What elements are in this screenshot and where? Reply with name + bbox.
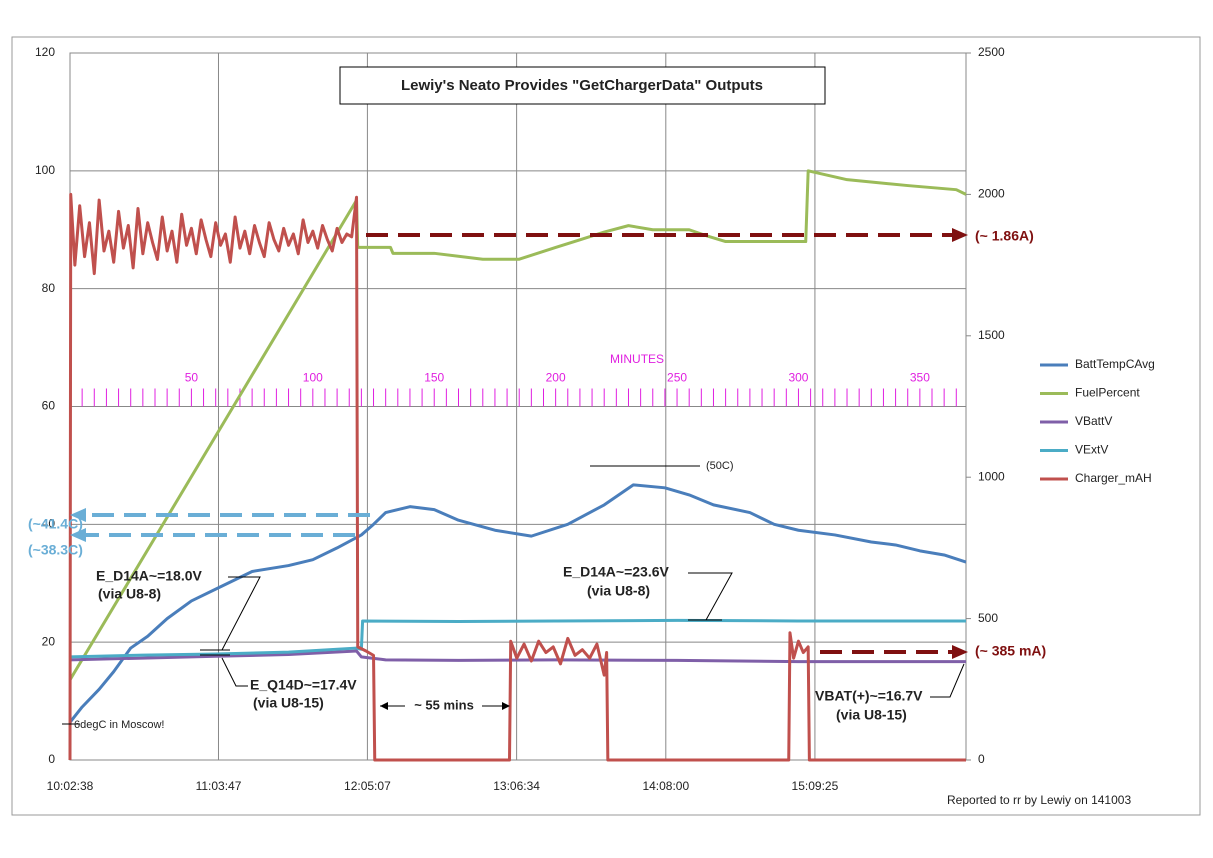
series-line — [68, 192, 966, 762]
annotation: E_D14A~=18.0V — [96, 568, 203, 584]
minutes-label: MINUTES — [610, 352, 664, 366]
y-tick-label: 60 — [42, 399, 56, 413]
annotation: (~38.3C) — [28, 542, 83, 558]
y-tick-label: 120 — [35, 45, 55, 59]
y2-tick-label: 500 — [978, 611, 998, 625]
y-tick-label: 0 — [48, 752, 55, 766]
arrow-head — [70, 508, 86, 522]
annotation: (50C) — [706, 460, 734, 472]
minute-tick-label: 50 — [185, 371, 199, 385]
leader — [688, 572, 733, 621]
arrow-head — [70, 528, 86, 542]
arrow-head — [380, 702, 388, 710]
annotation: (via U8-15) — [836, 707, 907, 723]
series-line — [69, 649, 966, 664]
minute-tick-label: 350 — [910, 371, 930, 385]
arrow-head — [502, 702, 510, 710]
annotation: (via U8-8) — [587, 583, 650, 599]
y2-tick-label: 1000 — [978, 469, 1005, 483]
annotation: (~ 385 mA) — [975, 643, 1046, 659]
leader — [221, 657, 248, 687]
arrow-head — [952, 645, 968, 659]
arrow-head — [952, 228, 968, 242]
annotation: VBAT(+)~=16.7V — [815, 688, 923, 704]
annotation: (~41.4C) — [28, 516, 83, 532]
minute-tick-label: 100 — [303, 371, 323, 385]
annotation: ~ 55 mins — [414, 697, 474, 712]
y2-tick-label: 0 — [978, 752, 985, 766]
minute-tick-label: 250 — [667, 371, 687, 385]
y-tick-label: 40 — [42, 517, 56, 531]
y-tick-label: 80 — [42, 281, 56, 295]
leader — [930, 663, 965, 698]
legend-label: VExtV — [1075, 443, 1108, 457]
series-line — [68, 483, 967, 724]
arrows — [84, 233, 955, 654]
y2-tick-label: 1500 — [978, 328, 1005, 342]
leader — [221, 576, 261, 651]
annotation: E_D14A~=23.6V — [563, 564, 670, 580]
y-tick-label: 20 — [42, 634, 56, 648]
legend-label: FuelPercent — [1075, 386, 1140, 400]
y-tick-label: 100 — [35, 163, 55, 177]
x-tick-label: 10:02:38 — [47, 779, 94, 793]
annotation: (via U8-8) — [98, 586, 161, 602]
y2-tick-label: 2000 — [978, 187, 1005, 201]
minute-tick-label: 200 — [546, 371, 566, 385]
legend-label: Charger_mAH — [1075, 471, 1152, 485]
x-tick-label: 12:05:07 — [344, 779, 391, 793]
footer: Reported to rr by Lewiy on 141003 — [947, 793, 1131, 807]
annotation: E_Q14D~=17.4V — [250, 677, 357, 693]
series-line — [68, 169, 967, 681]
minute-tick-label: 150 — [424, 371, 444, 385]
y2-tick-label: 2500 — [978, 45, 1005, 59]
annotation: 6degC in Moscow! — [74, 719, 165, 731]
chart-title: Lewiy's Neato Provides "GetChargerData" … — [401, 77, 763, 94]
minute-tick-label: 300 — [788, 371, 808, 385]
x-tick-label: 11:03:47 — [196, 779, 242, 793]
annotation: (~ 1.86A) — [975, 228, 1034, 244]
annotation: (via U8-15) — [253, 695, 324, 711]
x-tick-label: 15:09:25 — [792, 779, 839, 793]
x-tick-label: 14:08:00 — [642, 779, 689, 793]
title-box — [339, 66, 826, 105]
legend-label: BattTempCAvg — [1075, 357, 1155, 371]
x-tick-label: 13:06:34 — [493, 779, 540, 793]
legend-label: VBattV — [1075, 414, 1112, 428]
